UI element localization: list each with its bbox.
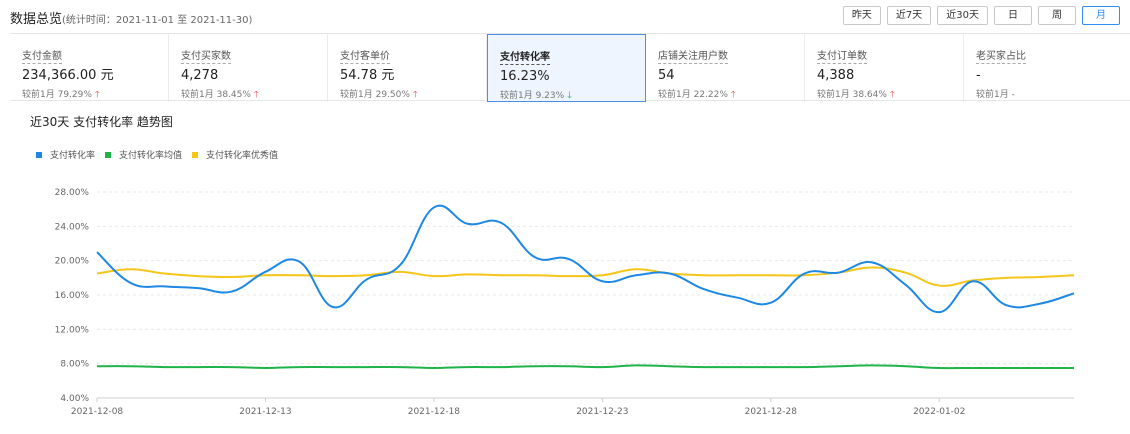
week-button[interactable]: 周: [1038, 6, 1076, 25]
yesterday-button[interactable]: 昨天: [842, 6, 881, 25]
metric-value: 54.78 元: [340, 68, 395, 83]
month-button[interactable]: 月: [1082, 6, 1120, 25]
metric-label: 老买家占比: [976, 51, 1026, 64]
x-tick-label: 2022-01-02: [913, 407, 965, 417]
metric-value: 54: [658, 68, 675, 83]
metric-label: 支付订单数: [817, 51, 867, 64]
metric-card-pay-amount[interactable]: 支付金额 234,366.00 元 较前1月 79.29% 🡑: [10, 34, 169, 102]
arrow-up-icon: 🡑: [253, 90, 259, 100]
arrow-up-icon: 🡑: [730, 90, 736, 100]
metric-value: 4,278: [181, 68, 219, 83]
metric-value: 234,366.00 元: [22, 68, 114, 83]
y-tick-label: 8.00%: [60, 360, 89, 370]
arrow-up-icon: 🡑: [412, 90, 418, 100]
legend-item-conversion[interactable]: 支付转化率: [36, 148, 95, 161]
series-line-1: [96, 364, 1074, 370]
metric-cards: 支付金额 234,366.00 元 较前1月 79.29% 🡑 支付买家数 4,2…: [10, 33, 1130, 102]
last-7-days-button[interactable]: 近7天: [886, 6, 932, 25]
y-tick-label: 20.00%: [55, 257, 90, 267]
metric-card-buyers[interactable]: 支付买家数 4,278 较前1月 38.45% 🡑: [169, 34, 328, 102]
metric-compare: 较前1月 38.64% 🡑: [817, 90, 895, 100]
y-tick-label: 16.00%: [55, 291, 90, 301]
x-tick-label: 2021-12-08: [71, 407, 124, 417]
x-tick-label: 2021-12-18: [408, 407, 461, 417]
metric-label: 支付金额: [22, 51, 62, 64]
legend-swatch: [36, 151, 42, 158]
chart-legend: 支付转化率 支付转化率均值 支付转化率优秀值: [36, 148, 278, 161]
metric-compare: 较前1月 9.23% 🡓: [500, 91, 572, 101]
metric-value: 4,388: [817, 68, 855, 83]
chart-title: 近30天 支付转化率 趋势图: [30, 115, 173, 129]
header: 数据总览 (统计时间：2021-11-01 至 2021-11-30) 昨天 近…: [0, 0, 1130, 32]
y-tick-label: 28.00%: [55, 188, 90, 198]
y-tick-label: 24.00%: [55, 222, 90, 232]
legend-swatch: [105, 151, 112, 158]
series-line-2: [96, 266, 1075, 287]
legend-swatch: [192, 151, 199, 158]
series-line-0: [96, 204, 1075, 314]
metric-compare: 较前1月 -: [976, 90, 1015, 100]
metric-compare: 较前1月 29.50% 🡑: [340, 90, 418, 100]
legend-item-average[interactable]: 支付转化率均值: [105, 148, 182, 161]
metric-compare: 较前1月 38.45% 🡑: [181, 90, 259, 100]
arrow-up-icon: 🡑: [889, 90, 895, 100]
metric-card-followers[interactable]: 店铺关注用户数 54 较前1月 22.22% 🡑: [646, 34, 805, 102]
metric-compare: 较前1月 22.22% 🡑: [658, 90, 736, 100]
arrow-up-icon: 🡑: [94, 90, 100, 100]
date-range: (统计时间：2021-11-01 至 2021-11-30): [62, 15, 253, 26]
last-30-days-button[interactable]: 近30天: [937, 6, 988, 25]
metric-card-unit-price[interactable]: 支付客单价 54.78 元 较前1月 29.50% 🡑: [328, 34, 487, 102]
period-buttons: 昨天 近7天 近30天 日 周 月: [842, 6, 1120, 25]
day-button[interactable]: 日: [994, 6, 1032, 25]
metric-compare: 较前1月 79.29% 🡑: [22, 90, 100, 100]
x-tick-label: 2021-12-28: [745, 407, 798, 417]
arrow-down-icon: 🡓: [567, 91, 572, 101]
metric-value: -: [976, 68, 981, 83]
legend-item-excellent[interactable]: 支付转化率优秀值: [192, 148, 278, 161]
x-tick-label: 2021-12-13: [239, 407, 291, 417]
y-tick-label: 4.00%: [60, 394, 89, 404]
y-tick-label: 12.00%: [55, 325, 90, 335]
metric-label: 支付转化率: [500, 52, 550, 65]
metric-label: 店铺关注用户数: [658, 51, 728, 64]
metric-card-orders[interactable]: 支付订单数 4,388 较前1月 38.64% 🡑: [805, 34, 964, 102]
metric-card-conversion-rate[interactable]: 支付转化率 16.23% 较前1月 9.23% 🡓: [487, 34, 646, 102]
page-title: 数据总览: [10, 12, 63, 27]
metric-label: 支付客单价: [340, 51, 390, 64]
metric-value: 16.23%: [500, 69, 550, 84]
metric-card-returning-buyers[interactable]: 老买家占比 - 较前1月 -: [964, 34, 1123, 102]
metric-label: 支付买家数: [181, 51, 231, 64]
x-tick-label: 2021-12-23: [576, 407, 628, 417]
